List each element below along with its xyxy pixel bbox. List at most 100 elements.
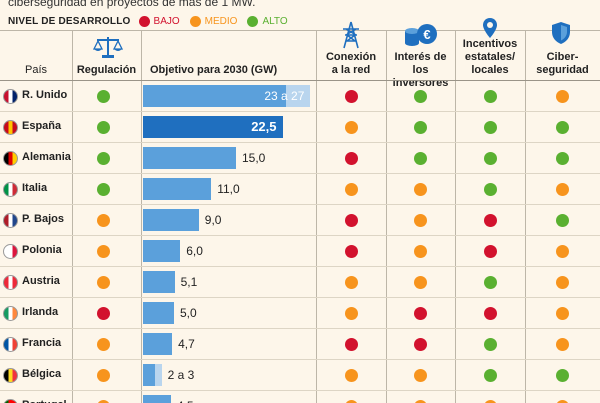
scales-icon — [88, 33, 128, 61]
header-incentivos-l1: Incentivos — [462, 38, 518, 50]
table-row: P. Bajos 9,0 — [0, 205, 600, 236]
country-name: Francia — [22, 337, 62, 349]
legend-dot-bajo — [138, 15, 150, 27]
table-row: Austria 5,1 — [0, 267, 600, 298]
col-divider — [72, 30, 73, 403]
interes-level-dot — [413, 90, 427, 103]
table-row: Italia 11,0 — [0, 174, 600, 205]
ciber-level-dot — [555, 276, 569, 289]
objective-bar — [143, 302, 174, 324]
country-name: España — [22, 120, 62, 132]
legend: NIVEL DE DESARROLLO BAJO MEDIO ALTO — [8, 13, 298, 29]
objective-value-label: 5,0 — [180, 306, 197, 320]
regulacion-level-dot — [96, 183, 110, 196]
objective-bar — [143, 364, 156, 386]
regulacion-level-dot — [96, 400, 110, 403]
interes-level-dot — [413, 338, 427, 351]
table-row: R. Unido 23 a 27 — [0, 81, 600, 112]
regulacion-level-dot — [96, 369, 110, 382]
header-conexion: Conexión a la red — [316, 51, 386, 77]
header-ciber: Ciber- seguridad — [525, 51, 600, 77]
legend-label-medio: MEDIO — [204, 15, 238, 27]
objective-bar — [143, 271, 175, 293]
incentivos-level-dot — [483, 276, 497, 289]
ciber-level-dot — [555, 152, 569, 165]
objective-bar — [143, 240, 181, 262]
incentivos-level-dot — [483, 369, 497, 382]
header-interes-l1: Interés de — [394, 51, 447, 63]
header-conexion-l2: a la red — [331, 64, 371, 76]
incentivos-level-dot — [483, 152, 497, 165]
flag-icon — [3, 89, 18, 104]
header-top-rule — [0, 30, 600, 31]
country-name: Italia — [22, 182, 48, 194]
objective-value-label: 9,0 — [204, 213, 222, 227]
conexion-level-dot — [344, 400, 358, 403]
objective-value-label: 23 a 27 — [264, 89, 305, 103]
location-pin-icon — [480, 16, 500, 40]
regulacion-level-dot — [96, 121, 110, 134]
flag-icon — [3, 368, 18, 383]
header-regulacion: Regulación — [76, 64, 137, 76]
ciber-level-dot — [555, 400, 569, 403]
col-divider — [316, 30, 317, 403]
interes-level-dot — [413, 400, 427, 403]
country-name: Irlanda — [22, 306, 59, 318]
flag-icon — [3, 275, 18, 290]
flag-icon — [3, 120, 18, 135]
col-divider — [455, 30, 456, 403]
interes-level-dot — [413, 307, 427, 320]
regulacion-level-dot — [96, 245, 110, 258]
regulacion-level-dot — [96, 276, 110, 289]
objective-bar — [143, 178, 212, 200]
regulacion-level-dot — [96, 214, 110, 227]
objective-value-label: 15,0 — [242, 151, 266, 165]
flag-icon — [3, 213, 18, 228]
intro-text: ciberseguridad en proyectos de más de 1 … — [8, 0, 256, 9]
incentivos-level-dot — [483, 214, 497, 227]
row-divider — [0, 142, 600, 143]
col-divider — [141, 30, 142, 403]
legend-item-bajo: BAJO — [138, 15, 180, 27]
incentivos-level-dot — [483, 338, 497, 351]
interes-level-dot — [413, 276, 427, 289]
objective-value-label: 11,0 — [217, 182, 240, 196]
svg-text:€: € — [423, 27, 430, 42]
regulacion-level-dot — [96, 90, 110, 103]
table-row: España 22,5 — [0, 112, 600, 143]
regulacion-level-dot — [96, 338, 110, 351]
objective-range-bar — [155, 364, 162, 386]
country-name: Polonia — [22, 244, 62, 256]
objective-value-label: 6,0 — [186, 244, 203, 258]
table-row: Polonia 6,0 — [0, 236, 600, 267]
power-tower-icon — [336, 20, 366, 50]
interes-level-dot — [413, 245, 427, 258]
conexion-level-dot — [344, 369, 358, 382]
objective-bar — [143, 147, 236, 169]
row-divider — [0, 111, 600, 112]
incentivos-level-dot — [483, 245, 497, 258]
table-row: Bélgica 2 a 3 — [0, 360, 600, 391]
row-divider — [0, 173, 600, 174]
row-divider — [0, 266, 600, 267]
objective-bar — [143, 85, 286, 107]
interes-level-dot — [413, 121, 427, 134]
ciber-level-dot — [555, 121, 569, 134]
interes-level-dot — [413, 183, 427, 196]
row-divider — [0, 235, 600, 236]
header-bottom-rule — [0, 80, 600, 81]
ciber-level-dot — [555, 338, 569, 351]
table-row: Alemania 15,0 — [0, 143, 600, 174]
ciber-level-dot — [555, 90, 569, 103]
objective-value-label: 22,5 — [251, 119, 277, 134]
conexion-level-dot — [344, 276, 358, 289]
interes-level-dot — [413, 369, 427, 382]
header-objetivo-label: Objetivo para 2030 (GW) — [150, 64, 278, 76]
legend-title: NIVEL DE DESARROLLO — [8, 15, 131, 27]
header-pais: País — [24, 64, 47, 76]
incentivos-level-dot — [483, 121, 497, 134]
row-divider — [0, 204, 600, 205]
header-objetivo: Objetivo para 2030 (GW) — [150, 64, 277, 77]
objective-bar — [143, 333, 173, 355]
row-divider — [0, 297, 600, 298]
